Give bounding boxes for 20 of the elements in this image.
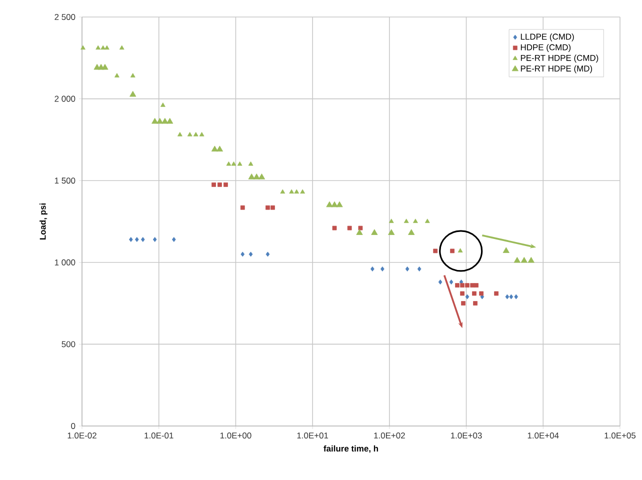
x-tick-label: 1.0E+01 [297,432,328,438]
legend-label: PE-RT HDPE (CMD) [520,54,598,63]
legend-label: PE-RT HDPE (MD) [520,65,592,74]
y-tick-label: 2 000 [54,96,76,102]
x-tick-label: 1.0E-02 [68,432,96,438]
y-axis-title: Load, psi [40,204,48,240]
legend-label: HDPE (CMD) [520,44,571,52]
y-tick-label: 1 500 [54,178,76,184]
x-tick-label: 1.0E+03 [451,432,482,438]
y-tick-label: 0 [71,423,76,429]
y-tick-label: 500 [62,341,76,348]
x-axis-title: failure time, h [324,445,378,453]
x-tick-label: 1.0E+00 [220,432,252,438]
x-tick-label: 1.0E+02 [374,432,405,438]
legend-label: LLDPE (CMD) [520,33,574,42]
x-tick-label: 1.0E-01 [144,432,174,438]
x-tick-label: 1.0E+04 [528,432,559,438]
y-tick-label: 1 000 [54,259,76,266]
x-tick-label: 1.0E+05 [604,432,636,438]
y-tick-label: 2 500 [54,14,76,20]
